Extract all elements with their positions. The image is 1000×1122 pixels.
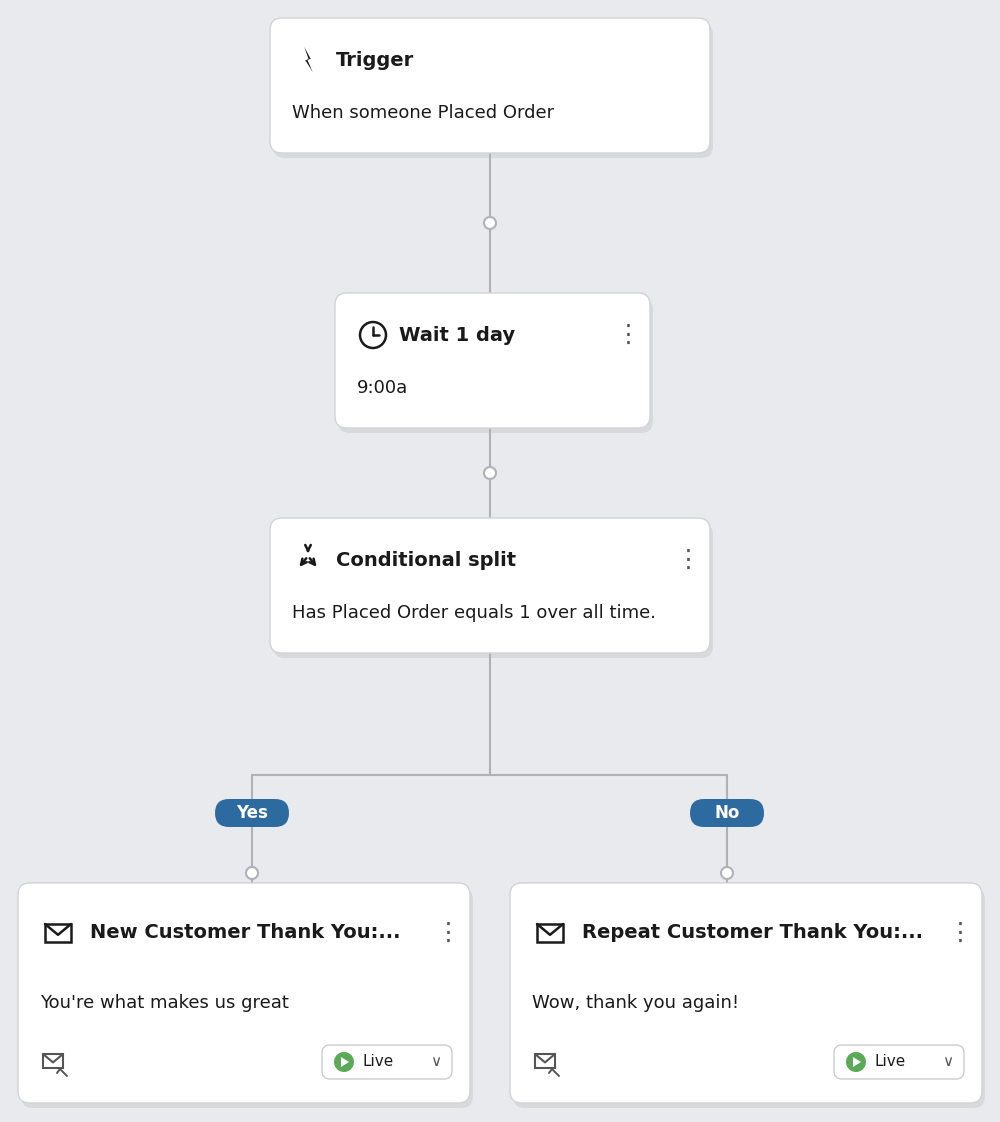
Text: You're what makes us great: You're what makes us great	[40, 994, 289, 1012]
Text: No: No	[714, 804, 740, 822]
Polygon shape	[304, 47, 313, 72]
FancyBboxPatch shape	[510, 883, 982, 1103]
Text: 9:00a: 9:00a	[357, 379, 408, 397]
Text: ⋮: ⋮	[948, 921, 972, 945]
Text: ∨: ∨	[430, 1055, 442, 1069]
FancyBboxPatch shape	[18, 883, 470, 1103]
FancyBboxPatch shape	[21, 888, 473, 1109]
FancyBboxPatch shape	[270, 18, 710, 153]
Text: Repeat Customer Thank You:...: Repeat Customer Thank You:...	[582, 923, 923, 942]
Text: ⋮: ⋮	[676, 548, 700, 572]
Text: Has Placed Order equals 1 over all time.: Has Placed Order equals 1 over all time.	[292, 604, 656, 622]
Text: ⋮: ⋮	[616, 323, 640, 347]
Text: New Customer Thank You:...: New Customer Thank You:...	[90, 923, 400, 942]
FancyBboxPatch shape	[335, 293, 650, 427]
Circle shape	[721, 867, 733, 879]
FancyBboxPatch shape	[322, 1045, 452, 1079]
FancyBboxPatch shape	[273, 22, 713, 158]
Circle shape	[846, 1052, 866, 1072]
FancyBboxPatch shape	[273, 523, 713, 657]
FancyBboxPatch shape	[513, 888, 985, 1109]
Text: ⋮: ⋮	[436, 921, 460, 945]
Circle shape	[334, 1052, 354, 1072]
Circle shape	[246, 867, 258, 879]
Circle shape	[484, 467, 496, 479]
Circle shape	[484, 217, 496, 229]
FancyBboxPatch shape	[690, 799, 764, 827]
FancyBboxPatch shape	[215, 799, 289, 827]
Text: Trigger: Trigger	[336, 50, 414, 70]
Text: Yes: Yes	[236, 804, 268, 822]
Text: Live: Live	[362, 1055, 393, 1069]
Polygon shape	[341, 1057, 349, 1067]
Text: Live: Live	[874, 1055, 905, 1069]
FancyBboxPatch shape	[338, 298, 653, 433]
Text: Wait 1 day: Wait 1 day	[399, 325, 515, 344]
FancyBboxPatch shape	[834, 1045, 964, 1079]
Text: Conditional split: Conditional split	[336, 551, 516, 570]
Text: ∨: ∨	[942, 1055, 954, 1069]
Text: When someone Placed Order: When someone Placed Order	[292, 104, 554, 122]
Text: Wow, thank you again!: Wow, thank you again!	[532, 994, 739, 1012]
Polygon shape	[853, 1057, 861, 1067]
FancyBboxPatch shape	[270, 518, 710, 653]
